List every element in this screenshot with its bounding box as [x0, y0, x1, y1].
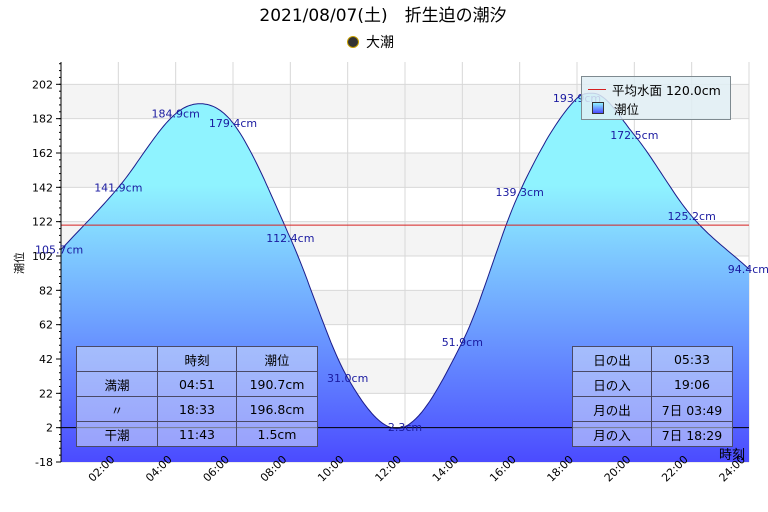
- moon-icon: [347, 36, 359, 48]
- data-label: 139.3cm: [496, 186, 544, 199]
- legend-item-mean: 平均水面 120.0cm: [582, 79, 721, 99]
- y-tick-label: 42: [39, 353, 53, 366]
- sun-moon-row: 月の出 7日 03:49: [572, 396, 733, 422]
- tide-time: 04:51: [157, 371, 237, 397]
- tide-table-row: 〃 18:33 196.8cm: [76, 396, 318, 422]
- tide-type: 〃: [76, 396, 158, 422]
- data-label: 2.3cm: [388, 421, 422, 434]
- event-time: 19:06: [651, 371, 733, 397]
- tide-type: 干潮: [76, 421, 158, 447]
- tide-type: 満潮: [76, 371, 158, 397]
- tide-table-col-level: 潮位: [236, 346, 318, 372]
- sun-moon-row: 日の入 19:06: [572, 371, 733, 397]
- tide-time: 18:33: [157, 396, 237, 422]
- event-time: 7日 18:29: [651, 421, 733, 447]
- data-label: 51.9cm: [442, 336, 483, 349]
- tide-table-row: 干潮 11:43 1.5cm: [76, 421, 318, 447]
- y-tick-label: 182: [32, 113, 53, 126]
- data-label: 31.0cm: [327, 372, 368, 385]
- tide-table-header: 時刻 潮位: [76, 346, 318, 372]
- tide-time: 11:43: [157, 421, 237, 447]
- tide-area-swatch: [592, 102, 604, 114]
- y-tick-label: 162: [32, 147, 53, 160]
- data-label: 125.2cm: [668, 210, 716, 223]
- legend-label-mean: 平均水面 120.0cm: [612, 82, 721, 98]
- y-tick-label: 102: [32, 250, 53, 263]
- tide-level: 190.7cm: [236, 371, 318, 397]
- y-axis-label: 潮位: [12, 252, 26, 274]
- data-label: 94.4cm: [728, 263, 768, 276]
- chart-legend: 平均水面 120.0cm 潮位: [581, 76, 731, 120]
- event-name: 日の出: [572, 346, 652, 372]
- sun-moon-row: 日の出 05:33: [572, 346, 733, 372]
- sun-moon-table: 日の出 05:33 日の入 19:06 月の出 7日 03:49 月の入 7日 …: [572, 346, 733, 447]
- event-name: 月の入: [572, 421, 652, 447]
- tide-table: 時刻 潮位 満潮 04:51 190.7cm 〃 18:33 196.8cm 干…: [76, 346, 318, 447]
- y-tick-label: 142: [32, 181, 53, 194]
- legend-item-tide: 潮位: [582, 98, 639, 118]
- tide-table-col-time: 時刻: [157, 346, 237, 372]
- moon-phase-label: 大潮: [366, 35, 394, 51]
- legend-label-tide: 潮位: [614, 101, 640, 117]
- y-tick-label: 62: [39, 319, 53, 332]
- data-label: 112.4cm: [266, 232, 314, 245]
- event-name: 月の出: [572, 396, 652, 422]
- tide-level: 196.8cm: [236, 396, 318, 422]
- y-tick-label: -18: [35, 456, 53, 469]
- y-tick-label: 22: [39, 387, 53, 400]
- event-time: 7日 03:49: [651, 396, 733, 422]
- y-tick-label: 2: [46, 422, 53, 435]
- data-label: 141.9cm: [94, 181, 142, 194]
- mean-line-swatch: [588, 88, 606, 90]
- y-tick-label: 122: [32, 216, 53, 229]
- tide-level: 1.5cm: [236, 421, 318, 447]
- tide-table-row: 満潮 04:51 190.7cm: [76, 371, 318, 397]
- y-tick-label: 82: [39, 284, 53, 297]
- chart-title: 2021/08/07(土) 折生迫の潮汐: [259, 6, 506, 26]
- data-label: 172.5cm: [610, 129, 658, 142]
- tide-table-corner: [76, 346, 158, 372]
- y-tick-label: 202: [32, 78, 53, 91]
- sun-moon-row: 月の入 7日 18:29: [572, 421, 733, 447]
- event-time: 05:33: [651, 346, 733, 372]
- data-label: 105.7cm: [35, 244, 83, 257]
- event-name: 日の入: [572, 371, 652, 397]
- data-label: 179.4cm: [209, 117, 257, 130]
- data-label: 184.9cm: [152, 108, 200, 121]
- x-axis-label: 時刻: [719, 448, 745, 463]
